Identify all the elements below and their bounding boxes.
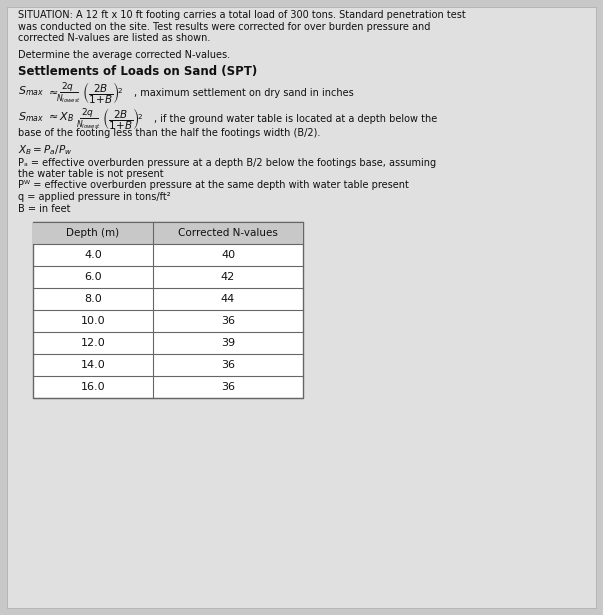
Text: Determine the average corrected N-values.: Determine the average corrected N-values…	[18, 49, 230, 60]
Text: $\approx X_B$: $\approx X_B$	[46, 111, 74, 124]
Text: 10.0: 10.0	[81, 315, 106, 325]
Text: $\approx$: $\approx$	[46, 87, 58, 97]
Text: $N_{lowest}$: $N_{lowest}$	[77, 118, 101, 131]
Bar	[33, 221, 303, 244]
Text: corrected N-values are listed as shown.: corrected N-values are listed as shown.	[18, 33, 210, 43]
Text: 36: 36	[221, 381, 235, 392]
Text: $\left(\dfrac{2B}{1\!+\!B}\right)^{\!2}$: $\left(\dfrac{2B}{1\!+\!B}\right)^{\!2}$	[82, 79, 124, 106]
Text: Settlements of Loads on Sand (SPT): Settlements of Loads on Sand (SPT)	[18, 66, 257, 79]
Text: $X_B = P_a/P_w$: $X_B = P_a/P_w$	[18, 143, 72, 157]
Text: 14.0: 14.0	[81, 360, 106, 370]
Text: 8.0: 8.0	[84, 293, 102, 303]
Text: $N_{lowest}$: $N_{lowest}$	[57, 92, 81, 105]
Text: 36: 36	[221, 360, 235, 370]
Text: Pᵂ = effective overburden pressure at the same depth with water table present: Pᵂ = effective overburden pressure at th…	[18, 180, 409, 191]
Text: 36: 36	[221, 315, 235, 325]
Text: q = applied pressure in tons/ft²: q = applied pressure in tons/ft²	[18, 192, 171, 202]
Text: 12.0: 12.0	[81, 338, 106, 347]
Text: Corrected N-values: Corrected N-values	[178, 228, 278, 237]
Text: 4.0: 4.0	[84, 250, 102, 260]
FancyBboxPatch shape	[7, 7, 596, 608]
Text: $\left(\dfrac{2B}{1\!+\!B}\right)^{\!2}$: $\left(\dfrac{2B}{1\!+\!B}\right)^{\!2}$	[102, 106, 144, 132]
Text: , if the ground water table is located at a depth below the: , if the ground water table is located a…	[154, 114, 437, 124]
Text: 16.0: 16.0	[81, 381, 106, 392]
Text: 42: 42	[221, 271, 235, 282]
Text: Depth (m): Depth (m)	[66, 228, 119, 237]
Text: 44: 44	[221, 293, 235, 303]
Text: , maximum settlement on dry sand in inches: , maximum settlement on dry sand in inch…	[134, 87, 354, 98]
Bar	[33, 221, 303, 397]
Text: base of the footing less than the half the footings width (B/2).: base of the footing less than the half t…	[18, 127, 320, 138]
Text: the water table is not present: the water table is not present	[18, 169, 163, 179]
Text: SITUATION: A 12 ft x 10 ft footing carries a total load of 300 tons. Standard pe: SITUATION: A 12 ft x 10 ft footing carri…	[18, 10, 466, 20]
Text: 6.0: 6.0	[84, 271, 102, 282]
Text: $S_{max}$: $S_{max}$	[18, 111, 44, 124]
Text: $S_{max}$: $S_{max}$	[18, 85, 44, 98]
Text: 40: 40	[221, 250, 235, 260]
Text: $2q$: $2q$	[62, 80, 75, 93]
Text: Pₐ = effective overburden pressure at a depth B/2 below the footings base, assum: Pₐ = effective overburden pressure at a …	[18, 157, 436, 167]
Text: 39: 39	[221, 338, 235, 347]
Text: B = in feet: B = in feet	[18, 204, 71, 213]
Text: $2q$: $2q$	[81, 106, 95, 119]
Text: was conducted on the site. Test results were corrected for over burden pressure : was conducted on the site. Test results …	[18, 22, 431, 31]
